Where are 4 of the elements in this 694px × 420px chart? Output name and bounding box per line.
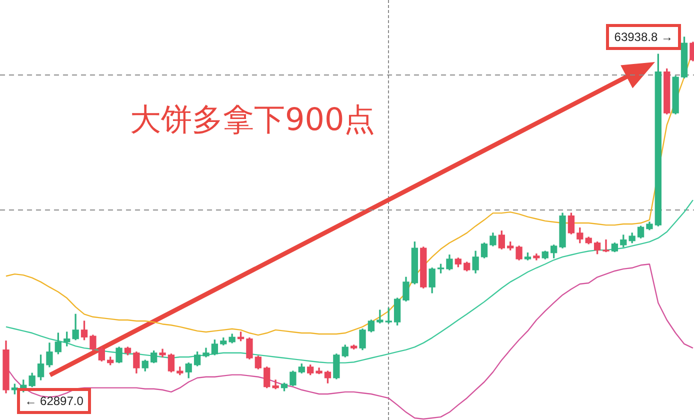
candlestick — [602, 239, 610, 252]
outline-box: 63938.8 → — [606, 24, 681, 50]
annotation: 大饼多拿下900点 — [130, 102, 376, 138]
outline-box: ← 62897.0 — [16, 388, 92, 414]
